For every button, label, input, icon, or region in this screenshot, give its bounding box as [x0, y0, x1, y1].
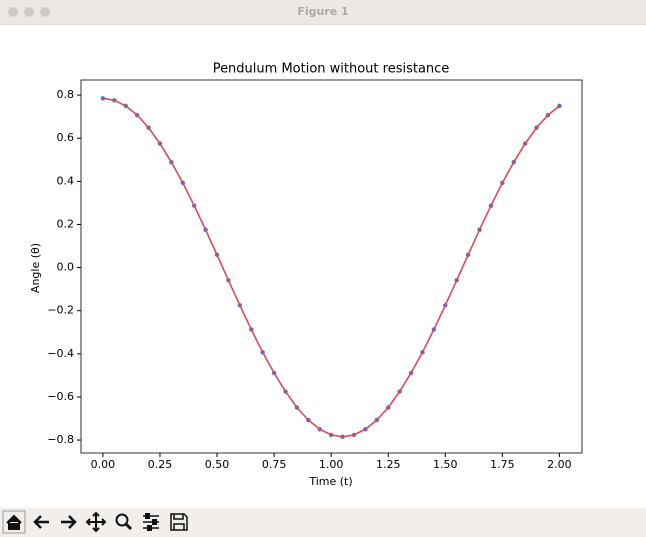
close-button[interactable] [8, 7, 18, 17]
y-tick-label: 0.6 [57, 131, 75, 144]
x-tick-label: 1.25 [376, 458, 401, 471]
window-title: Figure 1 [297, 5, 349, 18]
x-tick-label: 2.00 [547, 458, 572, 471]
x-tick-label: 0.00 [91, 458, 116, 471]
chart: Pendulum Motion without resistance Time … [29, 62, 583, 488]
chart-title: Pendulum Motion without resistance [213, 62, 450, 77]
y-tick-label: −0.6 [47, 390, 74, 403]
y-tick-label: 0.4 [57, 174, 75, 187]
x-tick-label: 1.50 [433, 458, 458, 471]
x-axis-label: Time (t) [308, 475, 352, 488]
home-button[interactable] [2, 510, 26, 534]
y-tick-label: −0.8 [47, 433, 74, 446]
y-tick-label: 0.2 [57, 217, 75, 230]
pan-button[interactable] [85, 511, 107, 533]
data-line [102, 97, 560, 438]
toolbar [0, 508, 646, 537]
y-axis-label: Angle (θ) [29, 243, 42, 293]
zoom-button[interactable] [40, 7, 50, 17]
configure-button[interactable] [143, 513, 159, 531]
x-tick-label: 0.25 [148, 458, 173, 471]
save-button[interactable] [170, 513, 188, 531]
zoom-button[interactable] [115, 513, 133, 531]
x-tick-label: 0.75 [262, 458, 287, 471]
back-button[interactable] [33, 515, 49, 529]
x-tick-label: 1.75 [490, 458, 515, 471]
y-tick-label: 0.0 [57, 261, 75, 274]
y-tick-label: −0.4 [47, 347, 74, 360]
minimize-button[interactable] [24, 7, 34, 17]
x-tick-label: 0.50 [205, 458, 230, 471]
x-tick-label: 1.00 [319, 458, 344, 471]
forward-button[interactable] [61, 515, 77, 529]
plot-frame [80, 79, 583, 454]
y-tick-label: −0.2 [47, 304, 74, 317]
y-tick-label: 0.8 [57, 88, 75, 101]
title-bar: Figure 1 [0, 0, 646, 25]
